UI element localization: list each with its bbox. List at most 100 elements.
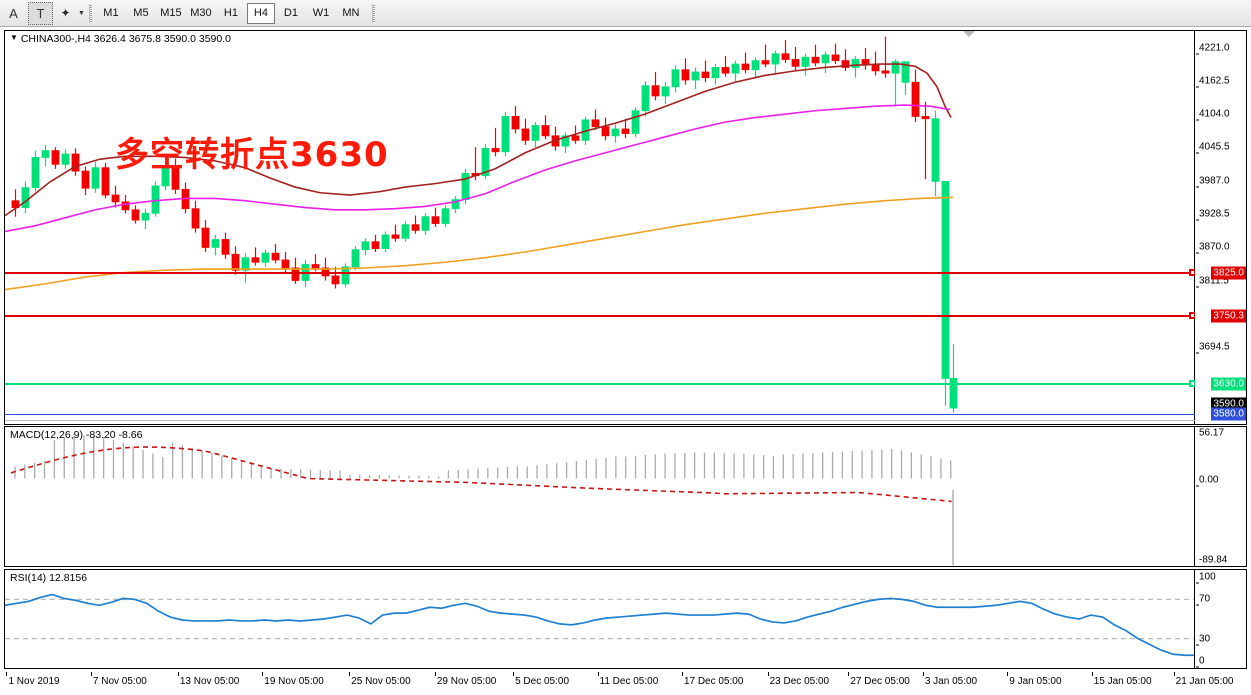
tick-mark [1196,286,1199,288]
time-axis-label: 1 Nov 2019 [8,676,60,687]
macd-tick: 56.17 [1199,427,1225,439]
ask-line [5,419,1195,422]
support-3630-line[interactable] [5,380,1195,388]
resistance-3750-line[interactable] [5,311,1195,319]
candle [351,246,360,271]
support-3630-label: 3630.0 [1211,377,1246,391]
timeframe-m30[interactable]: M30 [190,7,212,19]
price-plot-area[interactable]: 多空转折点3630 [5,31,1195,424]
candle [391,224,400,242]
candle [481,143,490,180]
resistance-3750-label: 3750.3 [1211,309,1246,323]
rsi-pane[interactable]: RSI(14) 12.8156 100 70 30 0 [4,569,1247,669]
price-scale[interactable]: 4221.0 4162.5 4104.0 4045.5 3987.0 3928.5 3870… [1194,31,1246,424]
chart-annotation-text[interactable]: 多空转折点3630 [115,135,389,175]
time-axis-divider [513,672,515,676]
symbol-header: ▼ CHINA300-,H4 3626.4 3675.8 3590.0 3590… [10,33,231,45]
candle [361,238,370,256]
candle [441,205,450,227]
candle [681,58,690,85]
timeframe-m5[interactable]: M5 [133,7,149,19]
time-axis-divider [90,672,92,676]
rsi-scale: 100 70 30 0 [1194,570,1246,668]
time-axis-divider [597,672,599,676]
macd-tick: 0.00 [1196,475,1218,487]
candle [201,220,210,252]
timeframe-d1[interactable]: D1 [283,7,298,19]
top-toolbar: A T ✦ ▼ M1 M5 M15 M30 H1 H4 D1 W1 MN [0,0,1251,27]
rsi-label: RSI(14) 12.8156 [10,572,88,584]
ma-slow-line [5,196,954,291]
candle [671,65,680,93]
chart-top-marker-icon [963,31,975,37]
timeframe-m1[interactable]: M1 [103,7,119,19]
objects-tool-icon: ✦ [60,6,71,20]
ma-fast-line [5,63,952,217]
rsi-tick: 70 [1196,594,1210,606]
candle [741,52,750,74]
time-axis-label: 3 Jan 05:00 [924,676,978,687]
price-tick: 3987.0 [1196,175,1230,188]
time-axis-divider [1091,672,1093,676]
price-tick: 4045.5 [1196,142,1230,154]
candle [81,166,90,196]
candle [931,110,940,197]
rsi-plot-area[interactable] [5,570,1195,668]
price-pane[interactable]: ▼ CHINA300-,H4 3626.4 3675.8 3590.0 3590… [4,30,1247,425]
macd-plot-area[interactable] [5,427,1195,566]
chart-frame: ▼ CHINA300-,H4 3626.4 3675.8 3590.0 3590… [0,27,1251,695]
candle [401,221,410,242]
candle [651,72,660,101]
label-tool-button[interactable]: T [28,1,53,25]
candle [781,40,790,63]
timeframe-mn[interactable]: MN [342,7,360,19]
candle [71,148,80,176]
candle [661,82,670,104]
line-anchor-handle[interactable] [1189,269,1195,277]
candle [11,189,20,217]
time-axis[interactable]: 1 Nov 2019 7 Nov 05:00 13 Nov 05:00 19 Nov … [4,672,1247,695]
macd-pane[interactable]: MACD(12,26,9) -83.20 -8.66 56.17 0.00 -89.… [4,426,1247,567]
toolbar-separator [88,3,92,23]
line-anchor-handle[interactable] [1189,380,1195,388]
macd-label: MACD(12,26,9) -83.20 -8.66 [10,429,143,441]
timeframe-h1[interactable]: H1 [223,7,238,19]
tick-mark [1196,604,1199,606]
objects-dropdown-caret-icon[interactable]: ▼ [78,9,85,17]
timeframe-w1[interactable]: W1 [312,7,330,19]
candle [451,196,460,214]
toolbar-separator-2 [371,3,375,23]
candle [721,56,730,77]
timeframe-m15[interactable]: M15 [160,7,182,19]
candle [131,205,140,224]
time-axis-divider [177,672,179,676]
time-axis-label: 19 Nov 05:00 [264,676,324,687]
text-tool-button[interactable]: A [1,2,26,25]
candle [61,149,70,169]
tick-mark [1196,252,1199,254]
candle [241,253,250,283]
tick-mark [1196,119,1199,121]
candle [821,51,830,74]
candle [251,247,260,266]
candle [191,200,200,233]
resistance-3825-line[interactable] [5,269,1195,277]
objects-tool-button[interactable]: ✦ [55,2,76,25]
line-anchor-handle[interactable] [1189,311,1195,319]
tick-mark [1196,644,1199,646]
timeframe-h4[interactable]: H4 [246,2,275,24]
time-axis-divider [681,672,683,676]
candle [261,249,270,267]
candle [211,234,220,256]
collapse-icon[interactable]: ▼ [10,33,18,42]
candle [921,101,930,180]
candle [791,46,800,71]
candle [811,44,820,67]
rsi-tick: 30 [1196,633,1210,646]
candle [411,215,420,234]
time-axis-label: 23 Dec 05:00 [769,676,830,687]
candle [691,67,700,90]
macd-svg [10,435,954,566]
ma-mid-line [5,104,951,233]
tick-mark [1196,666,1199,668]
